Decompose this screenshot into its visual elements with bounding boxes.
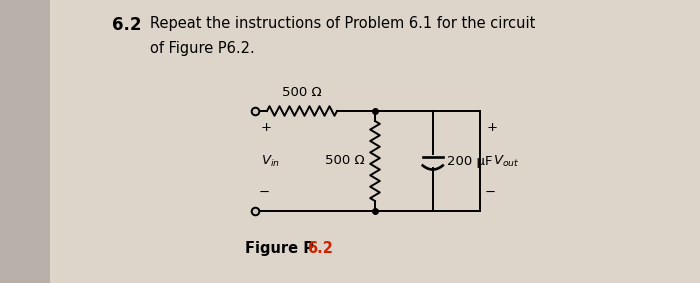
- Text: 500 Ω: 500 Ω: [282, 86, 322, 99]
- Text: $V_{out}$: $V_{out}$: [493, 153, 519, 169]
- Text: −: −: [259, 186, 270, 199]
- Text: Figure P: Figure P: [245, 241, 314, 256]
- Text: of Figure P6.2.: of Figure P6.2.: [150, 41, 255, 56]
- Text: +: +: [487, 121, 498, 134]
- Text: 6.2: 6.2: [307, 241, 333, 256]
- Text: 200 μF: 200 μF: [447, 155, 492, 168]
- Text: $V_{in}$: $V_{in}$: [261, 153, 280, 169]
- Bar: [0, 0, 50, 283]
- Text: −: −: [485, 186, 496, 199]
- Text: Repeat the instructions of Problem 6.1 for the circuit: Repeat the instructions of Problem 6.1 f…: [150, 16, 536, 31]
- Text: +: +: [261, 121, 272, 134]
- Text: 6.2: 6.2: [112, 16, 141, 34]
- Text: 500 Ω: 500 Ω: [326, 155, 365, 168]
